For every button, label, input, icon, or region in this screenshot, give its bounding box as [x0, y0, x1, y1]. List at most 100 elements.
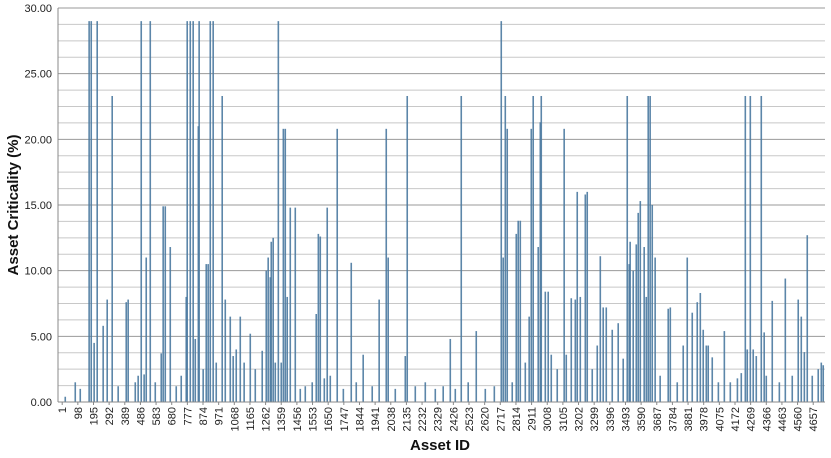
- bar: [162, 206, 164, 402]
- x-tick-label: 2329: [433, 407, 445, 431]
- bar: [537, 247, 540, 402]
- bar: [387, 257, 389, 402]
- x-tick-label: 1456: [292, 407, 304, 431]
- bar: [185, 296, 188, 402]
- bar: [154, 382, 157, 402]
- bar: [317, 233, 320, 402]
- bar: [649, 95, 651, 402]
- bar: [145, 257, 148, 402]
- bar: [272, 237, 274, 402]
- bar: [699, 292, 702, 402]
- bar: [235, 349, 238, 402]
- bar: [269, 277, 272, 402]
- bar: [467, 382, 469, 402]
- bar: [806, 235, 809, 402]
- bar: [127, 299, 129, 402]
- bar: [579, 296, 582, 402]
- bar: [765, 375, 768, 402]
- bar: [93, 342, 95, 402]
- bar: [198, 21, 200, 403]
- bar: [294, 207, 297, 402]
- bar: [584, 194, 587, 402]
- bar: [125, 302, 128, 402]
- bar: [90, 21, 93, 403]
- x-tick-label: 971: [214, 407, 226, 425]
- bar: [746, 349, 749, 402]
- bar: [74, 382, 77, 402]
- bar: [212, 21, 214, 403]
- bar: [96, 21, 98, 403]
- bar: [239, 316, 242, 402]
- bar: [243, 362, 245, 402]
- bar: [817, 369, 820, 402]
- bar: [576, 191, 579, 402]
- bar: [249, 333, 252, 402]
- bar: [160, 353, 163, 402]
- x-tick-label: 4075: [714, 407, 726, 431]
- bar: [267, 257, 269, 402]
- x-tick-label: 3881: [683, 407, 695, 431]
- x-tick-label: 3687: [652, 407, 664, 431]
- bar: [723, 331, 726, 402]
- bar: [329, 375, 332, 402]
- x-tick-label: 4657: [808, 407, 820, 431]
- bar: [791, 375, 794, 402]
- bar: [647, 95, 650, 402]
- bar: [319, 236, 322, 402]
- x-tick-label: 4560: [793, 407, 805, 431]
- bar: [378, 299, 380, 402]
- bar: [504, 95, 507, 402]
- bar: [517, 220, 519, 402]
- y-tick-label: 10.00: [24, 266, 52, 278]
- x-axis-title: Asset ID: [410, 437, 470, 454]
- y-tick-label: 30.00: [24, 3, 52, 15]
- bar: [596, 345, 599, 402]
- bar: [659, 375, 661, 402]
- x-tick-label: 1747: [339, 407, 351, 431]
- bar: [591, 369, 594, 402]
- bar: [511, 382, 514, 402]
- bar: [570, 298, 573, 402]
- x-tick-label: 777: [182, 407, 194, 425]
- bar: [637, 212, 640, 402]
- x-tick-label: 1165: [245, 407, 257, 431]
- bar: [265, 270, 268, 402]
- bar: [778, 382, 781, 402]
- x-tick-label: 3784: [667, 407, 679, 431]
- bar: [140, 21, 143, 403]
- bar: [270, 241, 273, 402]
- bar: [299, 388, 302, 402]
- bar: [524, 362, 527, 402]
- x-tick-label: 2717: [495, 407, 507, 431]
- x-tick-label: 195: [88, 407, 100, 425]
- bar: [519, 220, 522, 402]
- bar: [530, 128, 533, 402]
- bar: [362, 354, 364, 402]
- bar: [528, 316, 530, 402]
- x-tick-label: 3008: [542, 407, 554, 431]
- bar: [424, 382, 427, 402]
- bar: [740, 373, 743, 402]
- bar: [676, 382, 679, 402]
- y-tick-label: 20.00: [24, 134, 52, 146]
- x-tick-label: 2814: [511, 407, 523, 431]
- bar: [406, 95, 409, 402]
- bar: [639, 201, 642, 402]
- x-tick-label: 2523: [464, 407, 476, 431]
- x-tick-label: 4172: [730, 407, 742, 431]
- bar: [323, 378, 326, 402]
- bar: [686, 257, 689, 402]
- bar: [484, 388, 487, 402]
- bar: [729, 382, 732, 402]
- bar: [326, 207, 329, 402]
- bar: [64, 396, 67, 402]
- x-tick-label: 3299: [589, 407, 601, 431]
- bar: [274, 362, 277, 402]
- bar: [574, 299, 577, 402]
- x-tick-label: 583: [151, 407, 163, 425]
- bar: [261, 350, 264, 402]
- bar: [586, 191, 589, 402]
- bar: [544, 291, 547, 402]
- bar: [717, 382, 720, 402]
- bar: [493, 386, 496, 402]
